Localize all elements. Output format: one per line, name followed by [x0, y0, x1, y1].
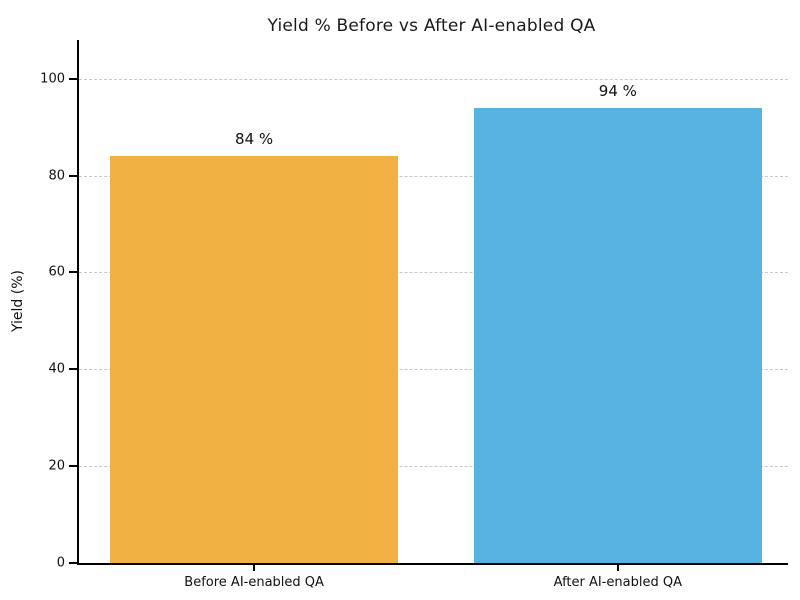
y-tick-mark [69, 77, 77, 80]
y-tick-mark [69, 562, 77, 564]
gridline-y-80 [79, 175, 788, 177]
y-tick-label: 40 [48, 361, 65, 377]
x-tick-label: Before AI-enabled QA [184, 575, 324, 590]
bar-after [473, 107, 762, 563]
bar-value-label: 84 % [235, 130, 274, 149]
y-tick-mark [69, 368, 77, 371]
x-tick-mark [616, 565, 619, 571]
bar-before [110, 156, 399, 563]
y-tick-label: 20 [48, 458, 65, 474]
x-tick-mark [253, 565, 256, 571]
y-tick-label: 80 [48, 168, 65, 184]
gridline-y-100 [79, 78, 788, 80]
y-tick-label: 100 [40, 71, 65, 87]
plot-area: 84 % 94 % 0 20 40 60 80 100 Before AI-enabled … [40, 40, 788, 590]
y-tick-mark [69, 271, 77, 274]
y-tick-label: 0 [56, 555, 65, 571]
gridline-y-60 [79, 272, 788, 274]
chart-title: Yield % Before vs After AI-enabled QA [267, 16, 596, 36]
y-tick-mark [69, 465, 77, 468]
gridline-y-40 [79, 369, 788, 371]
y-tick-label: 60 [48, 264, 65, 280]
y-axis-label: Yield (%) [10, 270, 26, 333]
gridline-y-20 [79, 466, 788, 468]
x-tick-label: After AI-enabled QA [553, 575, 682, 590]
y-tick-mark [69, 174, 77, 177]
bar-value-label: 94 % [598, 81, 637, 100]
